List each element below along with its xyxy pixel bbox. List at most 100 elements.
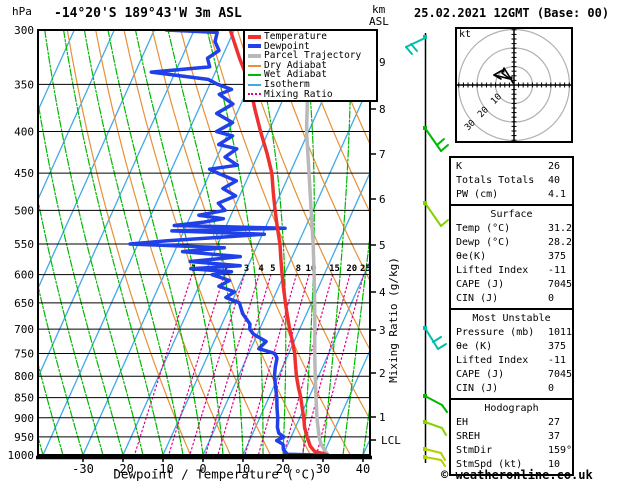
hodograph-unit-label: kt [459, 29, 472, 40]
legend-line-sample [248, 83, 261, 86]
svg-text:Dewpoint / Temperature (°C): Dewpoint / Temperature (°C) [113, 467, 316, 482]
table-header: Surface [490, 209, 533, 220]
legend-line-sample [248, 74, 261, 77]
svg-text:1: 1 [379, 411, 386, 424]
wind-barb [405, 35, 427, 55]
row-label: Lifted Index [456, 265, 529, 276]
svg-text:-10: -10 [152, 462, 174, 476]
table-row: StmDir 159° [451, 444, 572, 458]
svg-text:350: 350 [14, 78, 34, 91]
indices-table: Hodograph EH 27 SREH 37 StmDir 159° StmSpd (kt)… [449, 398, 574, 476]
row-value: -11 [548, 355, 567, 366]
row-label: θe (K) [456, 341, 493, 352]
pressure-unit-label: hPa [12, 5, 32, 18]
row-value: 27 [548, 417, 561, 428]
legend-line-sample [248, 34, 261, 39]
svg-text:40: 40 [356, 462, 370, 476]
svg-text:3: 3 [244, 264, 249, 274]
wind-barb [423, 326, 447, 350]
row-label: StmDir [456, 445, 493, 456]
legend-item-label: Wet Adiabat [264, 69, 327, 81]
hodograph-box: kt [455, 27, 573, 143]
row-value: 1011 [548, 327, 573, 338]
table-row: θe (K) 375 [451, 340, 572, 354]
row-label: K [456, 161, 463, 172]
table-row: Dewp (°C) 28.2 [451, 236, 572, 250]
row-value: 375 [548, 251, 567, 262]
row-value: -11 [548, 265, 567, 276]
table-row: K 26 [451, 160, 572, 174]
svg-text:8: 8 [296, 264, 301, 274]
table-row: CAPE (J) 7045 [451, 278, 572, 292]
legend-item: Temperature [248, 32, 376, 42]
legend-line-sample [248, 53, 261, 58]
row-label: SREH [456, 431, 481, 442]
table-row: Temp (°C) 31.2 [451, 222, 572, 236]
row-value: 40 [548, 175, 561, 186]
table-row: Lifted Index -11 [451, 354, 572, 368]
row-value: 375 [548, 341, 567, 352]
svg-text:8: 8 [379, 103, 386, 116]
legend-item-label: Dry Adiabat [264, 59, 327, 71]
svg-text:650: 650 [14, 297, 34, 310]
row-value: 28.2 [548, 237, 573, 248]
legend-item-label: Isotherm [264, 78, 310, 90]
legend-item: Wet Adiabat [248, 70, 376, 80]
svg-text:550: 550 [14, 238, 34, 251]
svg-text:850: 850 [14, 392, 34, 405]
svg-text:9: 9 [379, 56, 386, 69]
svg-text:3: 3 [379, 324, 386, 337]
svg-text:950: 950 [14, 431, 34, 444]
svg-text:km: km [372, 3, 386, 16]
svg-text:4: 4 [258, 264, 264, 274]
svg-text:0: 0 [199, 462, 206, 476]
credit-footer: © weatheronline.co.uk [441, 468, 593, 482]
wind-barb [423, 455, 446, 467]
parcel-trajectory-trace [304, 31, 330, 454]
legend-item-label: Temperature [264, 31, 327, 42]
table-row: θe(K) 375 [451, 250, 572, 264]
wind-barb [423, 394, 448, 413]
svg-text:600: 600 [14, 269, 34, 282]
table-row: StmSpd (kt) 10 [451, 458, 572, 472]
svg-text:6: 6 [379, 193, 386, 206]
svg-text:2: 2 [224, 264, 229, 274]
temperature-trace [228, 31, 330, 454]
svg-text:30: 30 [316, 462, 330, 476]
row-value: 10 [548, 459, 561, 470]
table-row: Totals Totals 40 [451, 174, 572, 188]
legend-item-label: Dewpoint [264, 40, 310, 52]
legend-item: Mixing Ratio [248, 89, 376, 100]
svg-text:700: 700 [14, 323, 34, 336]
svg-text:10: 10 [306, 264, 317, 274]
legend-line-sample [248, 44, 261, 49]
legend-line-sample [248, 93, 261, 96]
row-value: 7045 [548, 369, 573, 380]
svg-text:4: 4 [379, 286, 386, 299]
row-value: 0 [548, 383, 555, 394]
legend-item-label: Parcel Trajectory [264, 50, 362, 62]
legend-line-sample [248, 64, 261, 67]
row-value: 159° [548, 445, 573, 456]
svg-text:7: 7 [379, 148, 386, 161]
row-label: EH [456, 417, 469, 428]
wind-barb [423, 447, 446, 461]
table-header: Hodograph [484, 403, 539, 414]
row-label: CAPE (J) [456, 369, 505, 380]
svg-text:20: 20 [346, 264, 357, 274]
table-row: SREH 37 [451, 430, 572, 444]
row-value: 4.1 [548, 189, 567, 200]
table-row: CIN (J) 0 [451, 382, 572, 396]
table-row: CAPE (J) 7045 [451, 368, 572, 382]
table-row: CIN (J) 0 [451, 292, 572, 306]
datetime-label: 25.02.2021 12GMT (Base: 00) [414, 6, 610, 20]
row-label: Totals Totals [456, 175, 535, 186]
row-value: 0 [548, 293, 555, 304]
station-title: -14°20'S 189°43'W 3m ASL [54, 6, 242, 21]
row-value: 31.2 [548, 223, 573, 234]
svg-text:400: 400 [14, 126, 34, 139]
svg-text:10: 10 [236, 462, 250, 476]
table-row: Pressure (mb) 1011 [451, 326, 572, 340]
